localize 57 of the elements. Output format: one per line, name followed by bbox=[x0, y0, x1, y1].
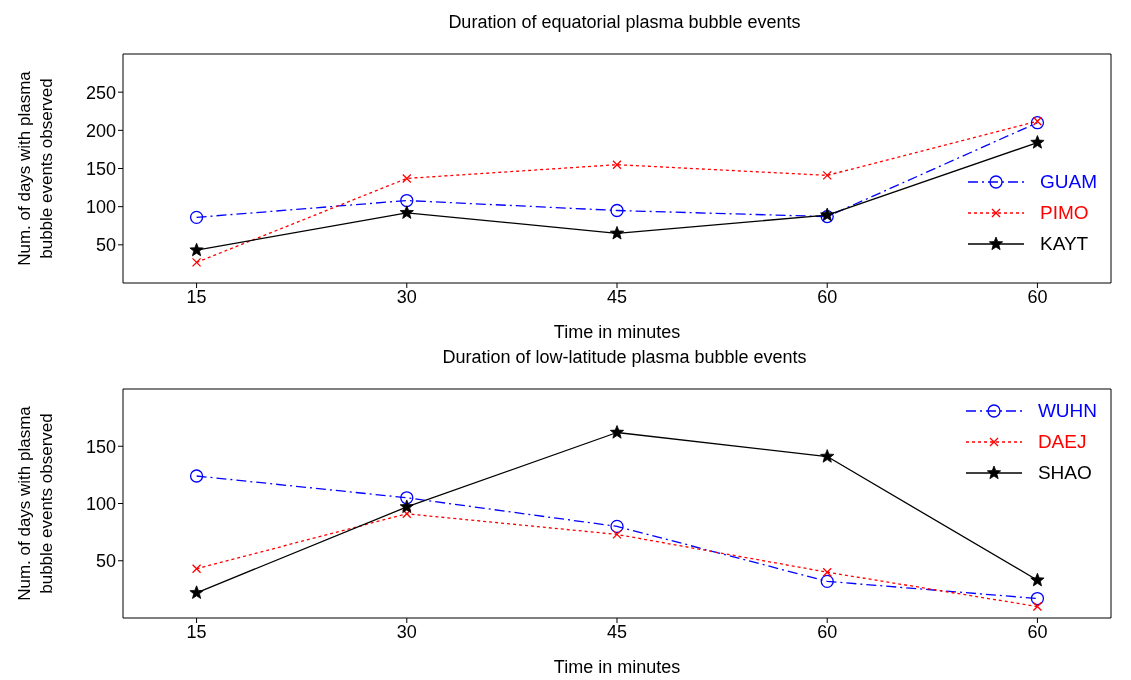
point bbox=[400, 491, 414, 505]
chart-title: Duration of equatorial plasma bubble events bbox=[447, 12, 802, 33]
point bbox=[399, 205, 414, 219]
point bbox=[189, 585, 204, 599]
point bbox=[610, 203, 624, 218]
point bbox=[822, 567, 832, 577]
x-tick-label: 45 bbox=[606, 286, 628, 307]
legend-label: GUAM bbox=[1040, 170, 1097, 193]
point bbox=[822, 170, 832, 181]
point bbox=[1030, 116, 1045, 130]
point bbox=[820, 449, 835, 463]
y-tick-label: 250 bbox=[85, 82, 116, 103]
point bbox=[1032, 116, 1043, 126]
point bbox=[191, 257, 202, 268]
y-tick-label: 150 bbox=[85, 436, 116, 457]
point bbox=[189, 469, 204, 483]
point bbox=[1032, 601, 1043, 612]
point bbox=[820, 574, 834, 589]
point bbox=[609, 425, 625, 439]
chart-title: Duration of low-latitude plasma bubble events bbox=[441, 347, 808, 368]
point bbox=[1030, 135, 1045, 149]
point bbox=[402, 173, 412, 184]
x-tick-label: 60 bbox=[817, 621, 838, 642]
legend-label: SHAO bbox=[1037, 461, 1092, 484]
y-tick-label: 150 bbox=[85, 158, 116, 179]
point bbox=[609, 225, 625, 240]
x-tick-label: 60 bbox=[817, 286, 838, 307]
y-tick-label: 50 bbox=[95, 235, 116, 256]
point bbox=[189, 242, 204, 257]
point bbox=[1030, 591, 1045, 606]
point bbox=[400, 193, 414, 208]
point bbox=[1030, 572, 1045, 587]
x-tick-label: 60 bbox=[1027, 621, 1048, 642]
x-axis-title: Time in minutes bbox=[553, 322, 681, 342]
y-axis-title: Num. of days with plasma bubble events observed bbox=[15, 70, 56, 266]
legend-label: PIMO bbox=[1040, 201, 1089, 224]
point bbox=[610, 519, 624, 534]
y-tick-label: 100 bbox=[85, 197, 116, 218]
x-tick-label: 30 bbox=[396, 621, 417, 642]
x-tick-label: 60 bbox=[1027, 286, 1048, 307]
point bbox=[612, 529, 622, 540]
legend-label: KAYT bbox=[1040, 232, 1089, 255]
x-tick-label: 45 bbox=[606, 621, 628, 642]
point bbox=[399, 499, 414, 513]
x-tick-label: 15 bbox=[186, 621, 207, 642]
x-axis-title: Time in minutes bbox=[553, 657, 681, 677]
legend-label: WUHN bbox=[1037, 399, 1097, 422]
y-axis-title: Num. of days with plasma bubble events observed bbox=[15, 405, 56, 601]
x-tick-label: 30 bbox=[396, 286, 417, 307]
y-tick-label: 50 bbox=[95, 551, 116, 572]
point bbox=[189, 210, 204, 224]
point bbox=[191, 564, 202, 574]
y-tick-label: 100 bbox=[85, 493, 116, 514]
legend-label: DAEJ bbox=[1037, 430, 1087, 453]
x-tick-label: 15 bbox=[186, 286, 207, 307]
y-tick-label: 200 bbox=[85, 120, 116, 141]
point bbox=[612, 160, 622, 170]
